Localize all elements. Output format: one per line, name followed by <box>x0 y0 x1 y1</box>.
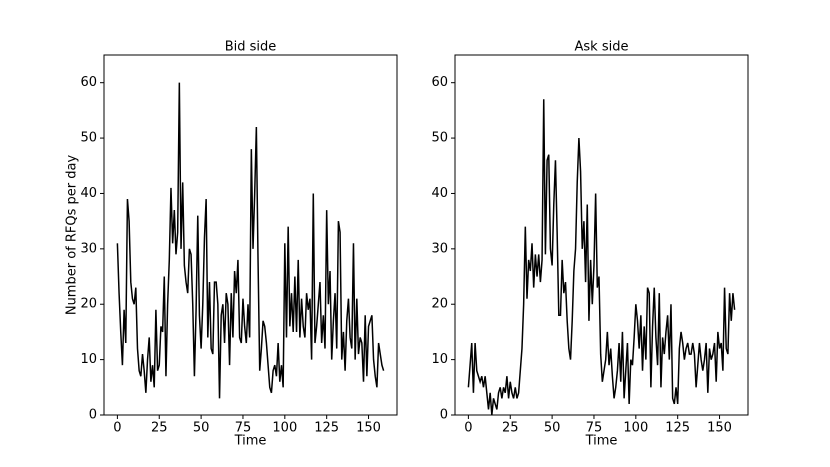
x-tick-label: 125 <box>314 421 339 436</box>
y-tick-label: 30 <box>80 241 97 256</box>
x-tick-label: 100 <box>272 421 297 436</box>
data-line <box>116 82 385 399</box>
x-tick-label: 0 <box>113 421 121 436</box>
x-tick-label: 25 <box>502 421 519 436</box>
y-tick-label: 0 <box>89 408 97 423</box>
x-tick-label: 150 <box>707 421 732 436</box>
x-tick-label: 50 <box>544 421 561 436</box>
y-tick-label: 50 <box>431 131 448 146</box>
y-tick-label: 20 <box>80 297 97 312</box>
chart-title: Bid side <box>225 40 277 55</box>
y-tick-label: 10 <box>431 352 448 367</box>
x-tick-label: 125 <box>665 421 690 436</box>
y-tick-label: 50 <box>80 131 97 146</box>
plot-frame <box>454 54 749 416</box>
x-tick-label: 75 <box>235 421 252 436</box>
y-tick-label: 30 <box>431 241 448 256</box>
data-line <box>467 99 736 416</box>
y-tick-label: 0 <box>440 408 448 423</box>
x-tick-label: 100 <box>623 421 648 436</box>
y-tick-label: 40 <box>431 186 448 201</box>
y-tick-label: 40 <box>80 186 97 201</box>
x-tick-label: 25 <box>151 421 168 436</box>
x-tick-label: 50 <box>193 421 210 436</box>
y-tick-label: 60 <box>431 75 448 90</box>
x-tick-label: 150 <box>356 421 381 436</box>
y-axis-label: Number of RFQs per day <box>65 155 80 316</box>
y-tick-label: 10 <box>80 352 97 367</box>
x-tick-label: 75 <box>586 421 603 436</box>
x-tick-label: 0 <box>464 421 472 436</box>
y-tick-label: 20 <box>431 297 448 312</box>
x-axis-label: Time <box>585 434 618 449</box>
x-axis-label: Time <box>234 434 267 449</box>
plot-frame <box>103 54 398 416</box>
y-tick-label: 60 <box>80 75 97 90</box>
chart-title: Ask side <box>575 40 629 55</box>
